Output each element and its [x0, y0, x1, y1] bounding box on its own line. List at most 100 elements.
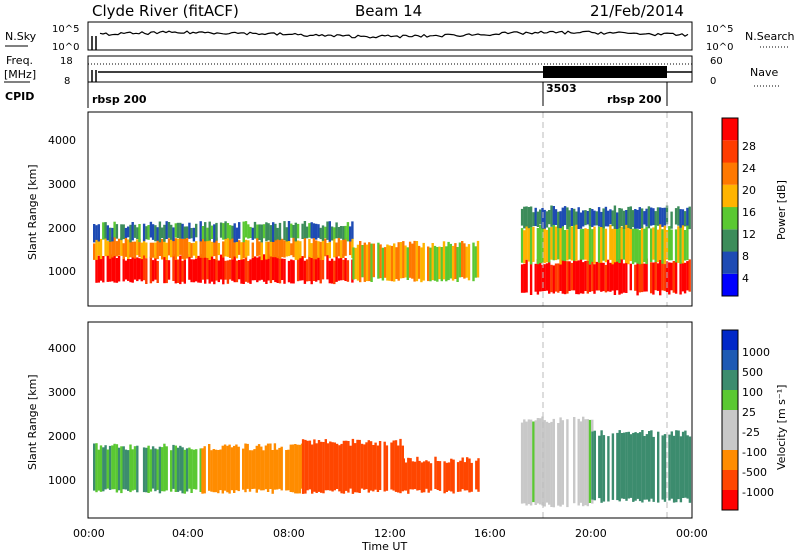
scatter-cell	[233, 256, 236, 283]
scatter-cell	[606, 259, 610, 292]
scatter-cell	[570, 208, 574, 226]
power-panel: Slant Range [km] 1000 2000 3000 4000 28 …	[26, 111, 788, 307]
scatter-cell	[634, 264, 637, 291]
nave-tick-60: 60	[710, 56, 723, 67]
scatter-cell	[577, 207, 580, 229]
scatter-cell	[326, 221, 329, 240]
scatter-cell	[272, 240, 275, 258]
scatter-cell	[142, 447, 146, 493]
scatter-cell	[217, 242, 220, 256]
scatter-cell	[335, 255, 338, 282]
scatter-cell	[643, 211, 646, 225]
scatter-cell	[188, 447, 191, 489]
scatter-cell	[593, 210, 596, 226]
scatter-cell	[679, 436, 683, 503]
scatter-cell	[588, 419, 592, 503]
scatter-cell	[269, 225, 273, 242]
scatter-cell	[661, 259, 664, 291]
scatter-cell	[476, 240, 480, 278]
power-ytick-1000: 1000	[48, 265, 76, 278]
scatter-cell	[588, 264, 592, 292]
scatter-cell	[663, 225, 666, 265]
scatter-cell	[201, 448, 204, 494]
scatter-cell	[402, 241, 405, 279]
scatter-cell	[190, 243, 193, 258]
scatter-cell	[359, 241, 362, 283]
scatter-cell	[438, 246, 441, 280]
scatter-cell	[602, 224, 605, 261]
scatter-cell	[586, 229, 589, 261]
scatter-cell	[179, 222, 182, 239]
scatter-cell	[129, 238, 132, 258]
scatter-cell	[613, 205, 617, 229]
scatter-cell	[367, 440, 370, 493]
scatter-cell	[397, 242, 400, 281]
scatter-cell	[579, 421, 583, 503]
scatter-cell	[199, 254, 202, 283]
scatter-cell	[586, 419, 589, 507]
scatter-cell	[420, 247, 423, 283]
scatter-cell	[527, 419, 531, 505]
scatter-cell	[233, 242, 236, 257]
scatter-cell	[201, 226, 205, 240]
scatter-cell	[559, 417, 562, 507]
scatter-cell	[620, 259, 623, 294]
scatter-cell	[212, 449, 215, 493]
scatter-cell	[543, 209, 546, 229]
scatter-cell	[566, 419, 569, 508]
power-colorbar: 28 24 20 16 12 8 4 Power [dB]	[721, 117, 788, 297]
scatter-cell	[151, 446, 155, 489]
scatter-cell	[269, 237, 273, 257]
scatter-cell	[656, 263, 660, 291]
scatter-cell	[582, 228, 585, 260]
scatter-cell	[349, 226, 352, 242]
scatter-cell	[591, 431, 594, 500]
scatter-cell	[179, 255, 182, 285]
scatter-cell	[111, 237, 114, 258]
scatter-cell	[447, 241, 450, 281]
scatter-cell	[124, 260, 128, 280]
scatter-cell	[650, 262, 653, 294]
scatter-cell	[344, 258, 347, 281]
scatter-cell	[228, 259, 232, 280]
colorbar-swatch	[722, 390, 738, 410]
scatter-cell	[213, 224, 216, 243]
scatter-cell	[267, 223, 270, 241]
scatter-cell	[188, 222, 191, 239]
scatter-cell	[575, 223, 578, 261]
vel-cb-500: 500	[742, 366, 763, 379]
scatter-cell	[674, 261, 678, 294]
scatter-cell	[539, 261, 542, 292]
scatter-cell	[294, 222, 297, 242]
scatter-cell	[406, 247, 409, 280]
cpid-panel: CPID rbsp 200 3503 rbsp 200	[5, 82, 668, 108]
scatter-cell	[244, 254, 248, 282]
freq-tick-8: 8	[64, 76, 70, 87]
scatter-cell	[235, 227, 239, 242]
scatter-cell	[568, 223, 571, 260]
power-ytick-2000: 2000	[48, 222, 76, 235]
scatter-cell	[192, 449, 196, 490]
scatter-cell	[267, 241, 270, 259]
scatter-cell	[251, 450, 254, 489]
scatter-cell	[681, 262, 685, 292]
scatter-cell	[264, 445, 268, 490]
scatter-cell	[335, 222, 338, 239]
scatter-cell	[588, 208, 592, 227]
scatter-cell	[474, 246, 477, 278]
scatter-cell	[600, 430, 603, 503]
scatter-cell	[167, 222, 171, 238]
scatter-cell	[195, 223, 198, 238]
scatter-cell	[161, 227, 164, 239]
scatter-cell	[591, 259, 594, 292]
scatter-cell	[271, 450, 274, 494]
scatter-cell	[443, 461, 446, 494]
scatter-cell	[570, 226, 574, 261]
scatter-cell	[413, 461, 417, 490]
nsearch-label: N.Search	[745, 30, 795, 43]
scatter-cell	[304, 439, 307, 494]
scatter-cell	[106, 254, 109, 282]
scatter-cell	[598, 435, 601, 499]
scatter-cell	[611, 210, 614, 227]
scatter-cell	[249, 226, 252, 238]
